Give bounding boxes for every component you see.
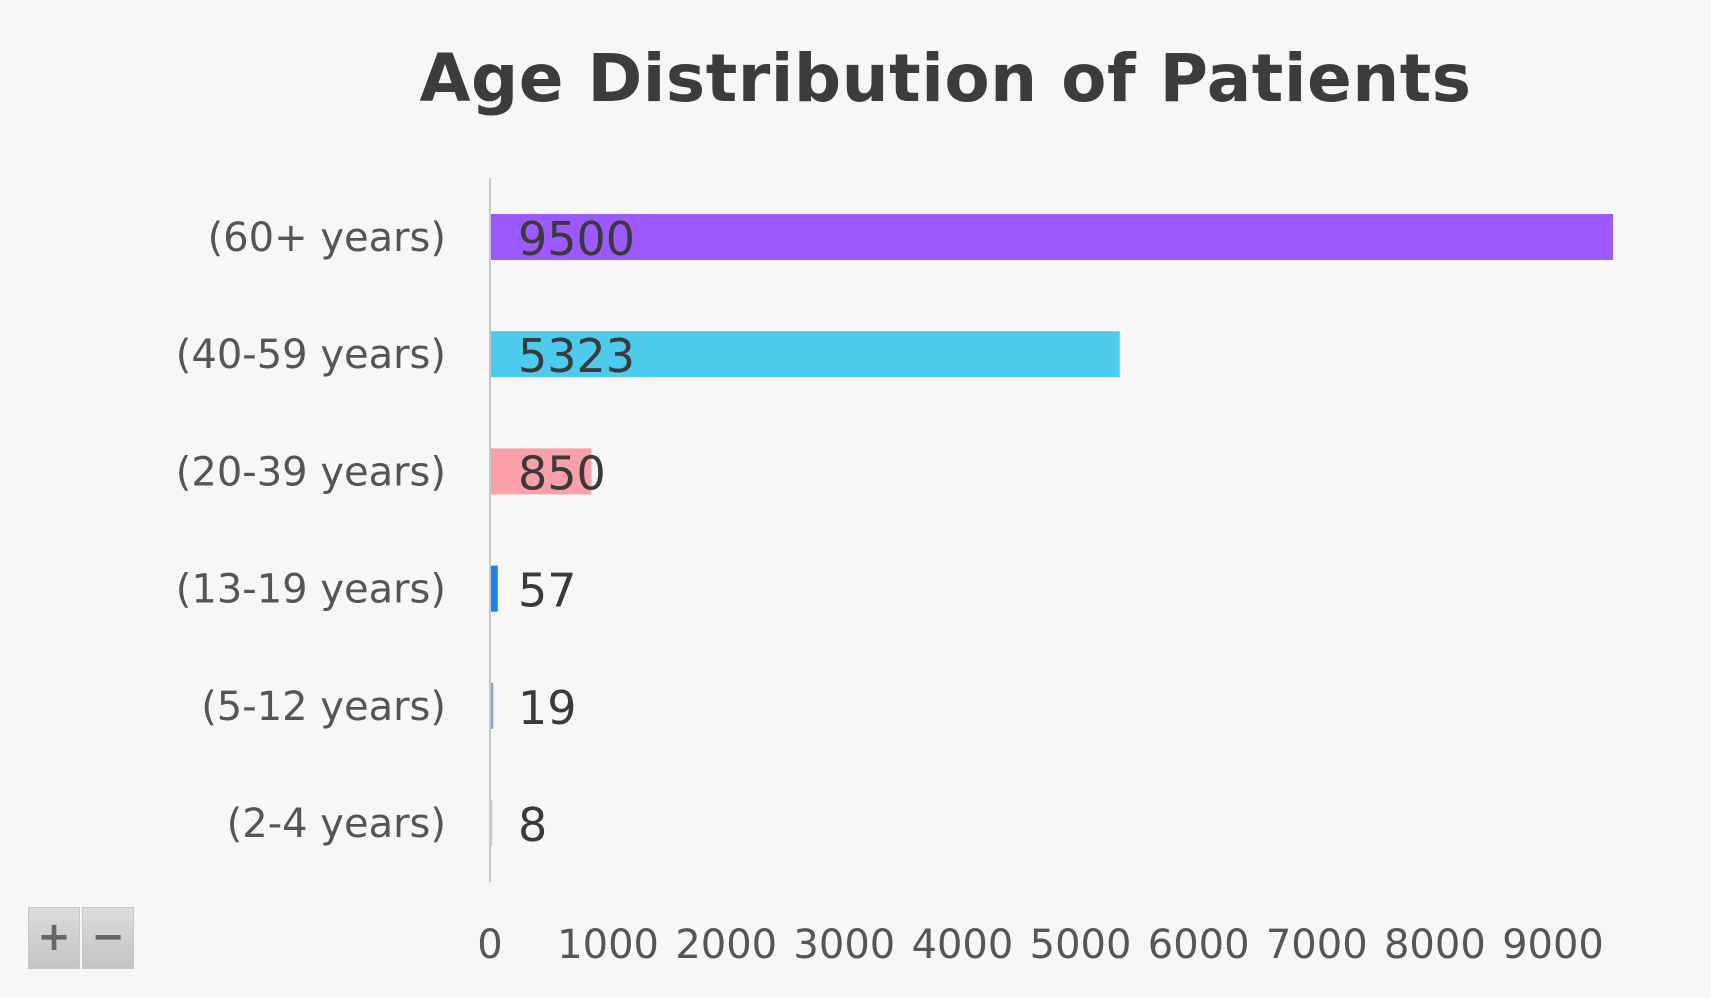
data-label: 850: [518, 446, 606, 500]
zoom-out-button[interactable]: −: [82, 907, 134, 969]
data-label: 19: [518, 681, 577, 735]
x-tick-label: 6000: [1148, 922, 1250, 968]
category-label: (5-12 years): [201, 684, 446, 730]
bar-1: [491, 331, 1120, 378]
zoom-in-button[interactable]: +: [28, 907, 80, 969]
data-label: 8: [518, 798, 547, 852]
category-label: (60+ years): [208, 215, 446, 261]
x-tick-label: 4000: [912, 922, 1014, 968]
category-label: (40-59 years): [176, 332, 446, 378]
bar-2: [491, 448, 592, 495]
bar-4: [491, 682, 494, 729]
bar-0: [491, 214, 1614, 260]
data-label: 9500: [518, 212, 635, 266]
bar-5: [491, 800, 493, 846]
x-axis-ticks: 0 1000 2000 3000 4000 5000 6000 7000 8000 9000: [477, 922, 1604, 968]
x-tick-label: 2000: [675, 922, 777, 968]
chart-title: Age Distribution of Patients: [419, 40, 1472, 117]
x-tick-label: 3000: [793, 922, 895, 968]
x-tick-label: 9000: [1502, 922, 1604, 968]
bars-layer: [491, 214, 1614, 846]
bar-3: [491, 565, 498, 612]
category-label: (2-4 years): [227, 801, 446, 847]
x-tick-label: 7000: [1266, 922, 1368, 968]
category-label: (13-19 years): [176, 567, 446, 613]
x-tick-label: 5000: [1030, 922, 1132, 968]
zoom-controls: + −: [28, 907, 134, 969]
data-label: 5323: [518, 329, 635, 383]
labels-layer: (60+ years) 9500 (40-59 years) 5323 (20-39 y…: [176, 212, 635, 852]
data-label: 57: [518, 564, 577, 618]
x-tick-label: 1000: [557, 922, 659, 968]
x-tick-label: 0: [477, 922, 502, 968]
x-tick-label: 8000: [1384, 922, 1486, 968]
category-label: (20-39 years): [176, 449, 446, 495]
